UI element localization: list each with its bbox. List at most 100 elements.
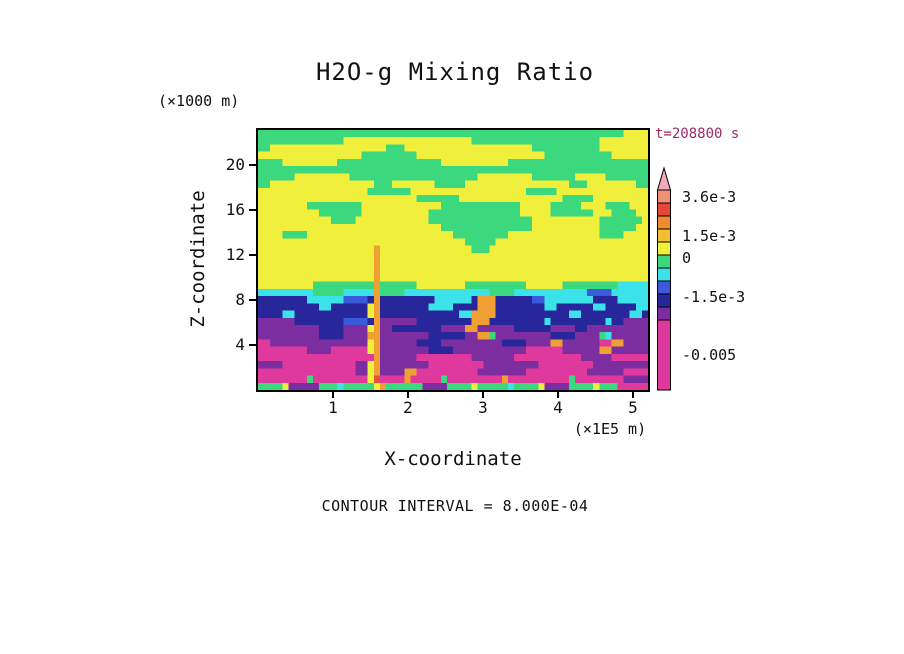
contour-cell: [495, 238, 648, 246]
contour-interval-note: CONTOUR INTERVAL = 8.000E-04: [321, 497, 589, 515]
contour-cell: [489, 332, 496, 340]
contour-cell: [385, 382, 423, 390]
contour-cell: [258, 216, 332, 225]
contour-cell: [373, 260, 381, 268]
x-tick-mark: [482, 390, 484, 398]
y-tick-label: 20: [225, 155, 245, 174]
contour-cell: [318, 382, 338, 390]
contour-cell: [587, 368, 624, 376]
contour-cell: [416, 151, 545, 160]
contour-cell: [562, 346, 600, 355]
contour-cell: [379, 252, 648, 261]
contour-cell: [623, 130, 648, 138]
chart-title: H2O-g Mixing Ratio: [315, 58, 595, 86]
contour-cell: [404, 288, 490, 297]
contour-cell: [258, 361, 283, 369]
contour-cell: [532, 173, 576, 181]
contour-cell: [593, 209, 612, 217]
contour-cell: [587, 180, 637, 189]
contour-cell: [593, 195, 648, 203]
contour-field: [258, 130, 648, 390]
contour-cell: [593, 382, 600, 390]
contour-cell: [379, 325, 393, 333]
contour-cell: [373, 375, 381, 384]
contour-cell: [599, 346, 612, 355]
contour-cell: [331, 303, 368, 311]
contour-cell: [373, 267, 381, 275]
contour-cell: [544, 382, 570, 390]
colorbar-segment: [657, 189, 671, 204]
colorbar-label: 1.5e-3: [682, 227, 737, 245]
contour-cell: [258, 353, 375, 362]
colorbar-segment: [657, 306, 671, 321]
contour-cell: [410, 187, 527, 196]
contour-cell: [258, 281, 314, 290]
contour-cell: [526, 281, 563, 290]
contour-cell: [605, 173, 648, 181]
colorbar: [656, 166, 672, 391]
contour-cell: [635, 223, 648, 232]
contour-cell: [282, 310, 295, 319]
contour-cell: [526, 339, 551, 347]
contour-cell: [258, 288, 314, 297]
contour-cell: [331, 216, 356, 225]
contour-cell: [258, 310, 283, 319]
contour-cell: [318, 332, 344, 340]
contour-cell: [258, 187, 368, 196]
contour-cell: [379, 267, 648, 275]
contour-cell: [568, 382, 594, 390]
contour-cell: [440, 202, 521, 210]
contour-cell: [373, 252, 381, 261]
contour-cell: [599, 137, 648, 145]
contour-cell: [373, 339, 381, 347]
contour-cell: [343, 137, 472, 145]
contour-cell: [258, 231, 283, 239]
contour-cell: [379, 281, 417, 290]
contour-cell: [477, 382, 509, 390]
colorbar-label: 0: [682, 249, 692, 267]
contour-cell: [501, 375, 509, 384]
contour-cell: [355, 361, 368, 369]
contour-cell: [580, 353, 612, 362]
x-tick-label: 1: [328, 398, 338, 417]
x-axis-label: X-coordinate: [384, 448, 522, 470]
time-label: t=208800 s: [655, 126, 740, 142]
contour-cell: [343, 317, 368, 326]
contour-cell: [379, 332, 429, 340]
contour-cell: [312, 375, 368, 384]
contour-cell: [611, 339, 624, 347]
contour-cell: [349, 173, 478, 181]
y-axis-unit: (×1000 m): [158, 92, 240, 110]
contour-cell: [440, 375, 448, 384]
contour-cell: [459, 195, 563, 203]
contour-cell: [392, 325, 442, 333]
contour-cell: [258, 375, 307, 384]
contour-cell: [258, 274, 375, 282]
contour-cell: [361, 151, 417, 160]
contour-cell: [258, 144, 271, 152]
contour-cell: [587, 325, 648, 333]
contour-cell: [465, 281, 527, 290]
contour-cell: [629, 310, 643, 319]
contour-cell: [507, 158, 648, 167]
contour-cell: [489, 288, 515, 297]
contour-cell: [623, 368, 648, 376]
contour-cell: [453, 346, 527, 355]
contour-cell: [294, 317, 344, 326]
plot-area: [256, 128, 650, 392]
contour-cell: [428, 332, 466, 340]
contour-cell: [379, 274, 648, 282]
contour-cell: [258, 245, 375, 254]
contour-cell: [471, 382, 478, 390]
contour-cell: [434, 296, 472, 304]
contour-cell: [605, 332, 612, 340]
contour-cell: [373, 180, 393, 189]
contour-cell: [270, 144, 387, 152]
contour-cell: [599, 144, 648, 152]
contour-cell: [453, 231, 509, 239]
contour-cell: [507, 375, 570, 384]
contour-cell: [258, 180, 271, 189]
contour-cell: [258, 238, 466, 246]
contour-cell: [477, 296, 496, 304]
y-tick-label: 4: [235, 335, 245, 354]
